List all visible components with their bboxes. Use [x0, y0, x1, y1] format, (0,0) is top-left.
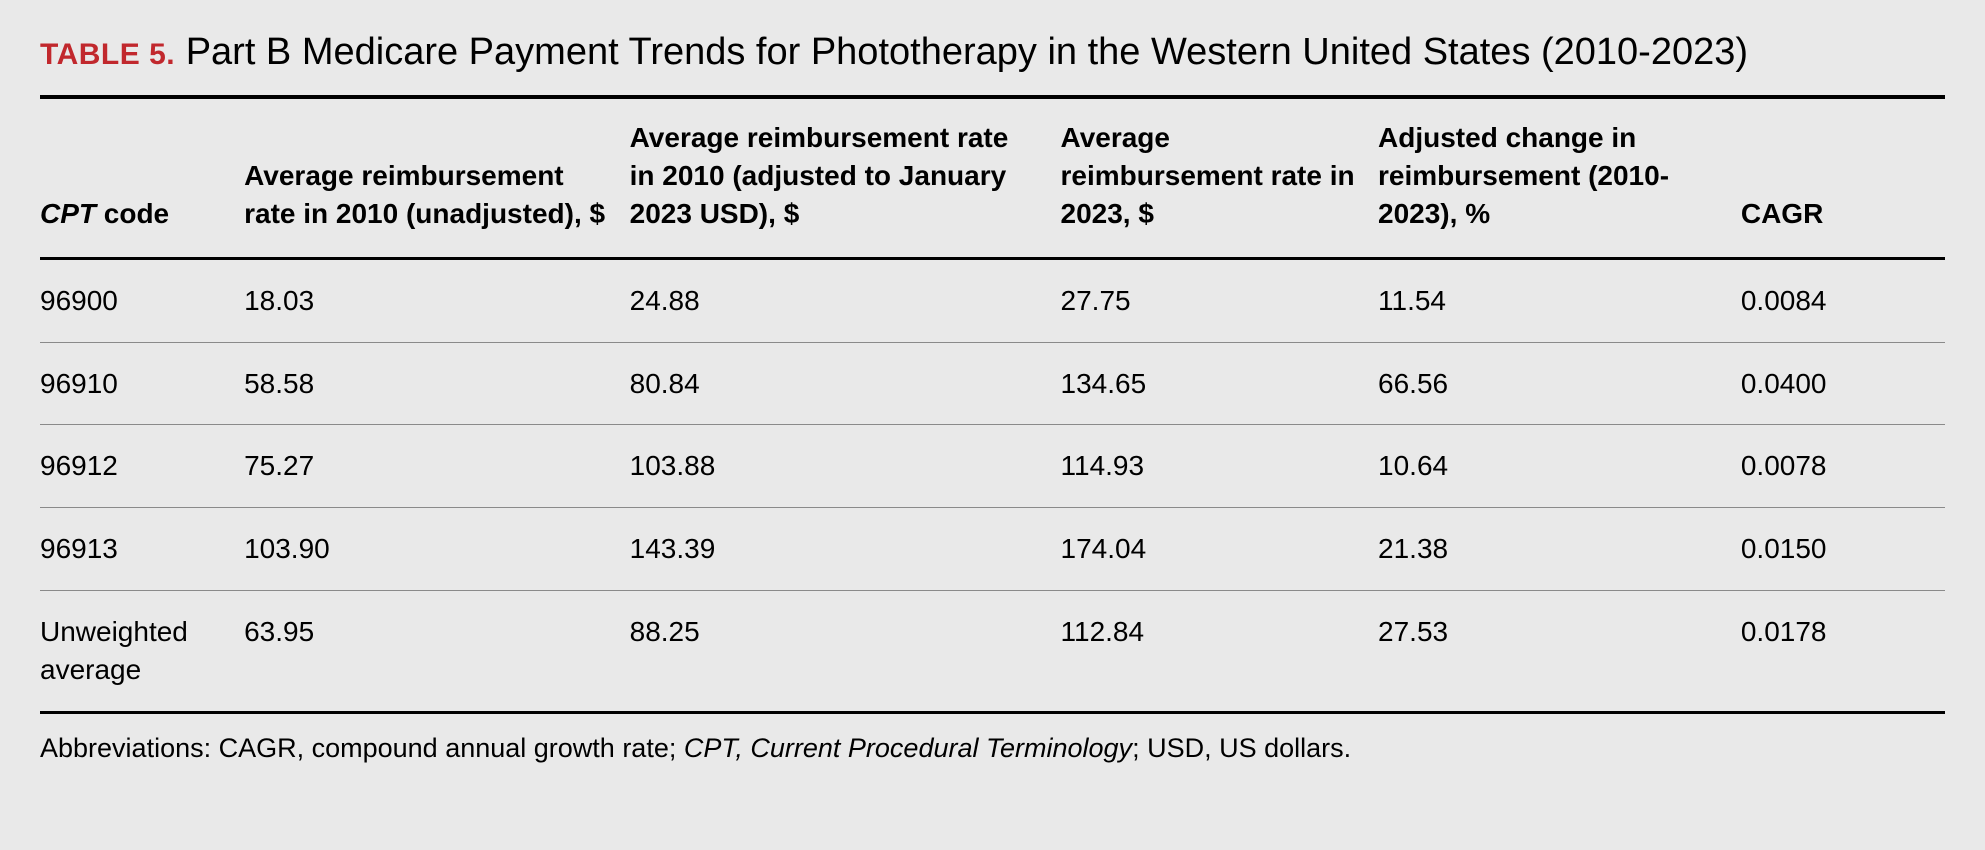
cell-rate-2023: 174.04 — [1061, 508, 1379, 591]
payment-trends-table: CPT code Average reimbursement rate in 2… — [40, 95, 1945, 713]
cell-cagr: 0.0078 — [1741, 425, 1945, 508]
cell-rate-2010-adjusted: 88.25 — [630, 590, 1061, 712]
cpt-italic: CPT — [40, 198, 96, 229]
cell-rate-2010-unadjusted: 63.95 — [244, 590, 630, 712]
cell-rate-2023: 112.84 — [1061, 590, 1379, 712]
cell-adjusted-change: 10.64 — [1378, 425, 1741, 508]
cell-cagr: 0.0400 — [1741, 342, 1945, 425]
table-header-row: CPT code Average reimbursement rate in 2… — [40, 97, 1945, 258]
footnote-italic: CPT, Current Procedural Terminology — [684, 733, 1132, 763]
cell-cpt: 96913 — [40, 508, 244, 591]
col-header-adjusted-change: Adjusted change in reimbursement (2010-2… — [1378, 97, 1741, 258]
cell-cpt: 96912 — [40, 425, 244, 508]
col-header-cpt: CPT code — [40, 97, 244, 258]
cell-rate-2010-unadjusted: 75.27 — [244, 425, 630, 508]
table-footnote: Abbreviations: CAGR, compound annual gro… — [40, 714, 1945, 772]
col-header-rate-2023: Average reimbursement rate in 2023, $ — [1061, 97, 1379, 258]
cell-cpt: 96900 — [40, 258, 244, 342]
table-row: Unweighted average 63.95 88.25 112.84 27… — [40, 590, 1945, 712]
cell-rate-2010-adjusted: 24.88 — [630, 258, 1061, 342]
cell-rate-2010-adjusted: 80.84 — [630, 342, 1061, 425]
cell-adjusted-change: 66.56 — [1378, 342, 1741, 425]
cell-rate-2010-unadjusted: 18.03 — [244, 258, 630, 342]
cell-rate-2023: 134.65 — [1061, 342, 1379, 425]
footnote-post: ; USD, US dollars. — [1132, 733, 1351, 763]
cpt-suffix: code — [96, 198, 169, 229]
title-text: Part B Medicare Payment Trends for Photo… — [186, 31, 1748, 73]
col-header-rate-2010-adjusted: Average reimbursement rate in 2010 (adju… — [630, 97, 1061, 258]
footnote-pre: Abbreviations: CAGR, compound annual gro… — [40, 733, 684, 763]
cell-adjusted-change: 27.53 — [1378, 590, 1741, 712]
table-row: 96910 58.58 80.84 134.65 66.56 0.0400 — [40, 342, 1945, 425]
cell-rate-2010-unadjusted: 58.58 — [244, 342, 630, 425]
cell-rate-2010-adjusted: 103.88 — [630, 425, 1061, 508]
cell-cpt: Unweighted average — [40, 590, 244, 712]
cell-cpt: 96910 — [40, 342, 244, 425]
cell-rate-2023: 114.93 — [1061, 425, 1379, 508]
table-row: 96900 18.03 24.88 27.75 11.54 0.0084 — [40, 258, 1945, 342]
table-row: 96912 75.27 103.88 114.93 10.64 0.0078 — [40, 425, 1945, 508]
cell-cagr: 0.0150 — [1741, 508, 1945, 591]
col-header-rate-2010-unadjusted: Average reimbursement rate in 2010 (unad… — [244, 97, 630, 258]
cell-rate-2010-unadjusted: 103.90 — [244, 508, 630, 591]
cell-adjusted-change: 21.38 — [1378, 508, 1741, 591]
cell-cagr: 0.0178 — [1741, 590, 1945, 712]
table-title: TABLE 5. Part B Medicare Payment Trends … — [40, 28, 1945, 77]
col-header-cagr: CAGR — [1741, 97, 1945, 258]
table-label: TABLE 5. — [40, 38, 175, 71]
cell-rate-2023: 27.75 — [1061, 258, 1379, 342]
table-row: 96913 103.90 143.39 174.04 21.38 0.0150 — [40, 508, 1945, 591]
cell-cagr: 0.0084 — [1741, 258, 1945, 342]
table-body: 96900 18.03 24.88 27.75 11.54 0.0084 969… — [40, 258, 1945, 712]
cell-adjusted-change: 11.54 — [1378, 258, 1741, 342]
cell-rate-2010-adjusted: 143.39 — [630, 508, 1061, 591]
